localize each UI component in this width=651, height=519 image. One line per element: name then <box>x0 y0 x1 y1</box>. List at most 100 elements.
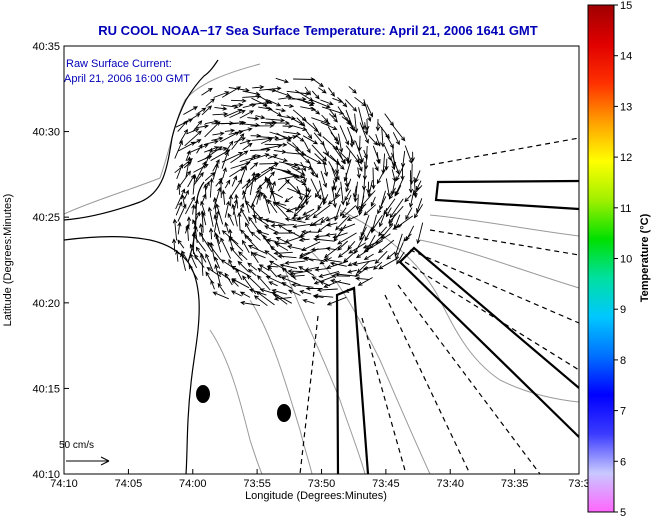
current-vector <box>224 179 231 189</box>
current-vector <box>356 260 370 274</box>
current-vector <box>316 287 338 293</box>
current-vector <box>240 300 261 307</box>
current-vector <box>368 135 379 146</box>
y-tick-label: 40:20 <box>32 298 60 310</box>
current-vector <box>347 261 358 267</box>
current-vector <box>344 172 349 188</box>
current-vector <box>311 168 319 179</box>
current-vector <box>188 264 198 280</box>
current-vector <box>346 269 358 274</box>
current-vector <box>356 154 362 165</box>
current-vector <box>224 200 231 218</box>
current-vector <box>228 130 244 135</box>
current-vector <box>311 90 320 100</box>
current-vector <box>282 131 302 136</box>
current-vector <box>204 181 210 191</box>
current-vector <box>302 153 322 164</box>
current-vector <box>413 204 424 219</box>
current-vector <box>266 238 277 243</box>
current-vector <box>276 273 289 279</box>
current-vector <box>310 98 331 109</box>
current-vectors <box>171 77 424 307</box>
current-vector <box>224 128 236 133</box>
current-vector <box>408 189 415 208</box>
current-vector <box>301 168 307 183</box>
current-vector <box>193 171 204 186</box>
current-vector <box>230 150 249 164</box>
current-vector <box>227 212 235 226</box>
current-vector <box>355 194 360 211</box>
x-tick-label: 74:10 <box>50 478 78 490</box>
current-vector <box>359 226 367 241</box>
annotation-line-2: April 21, 2006 16:00 GMT <box>64 73 190 85</box>
current-vector <box>284 196 294 203</box>
current-vector <box>337 96 348 108</box>
current-vector <box>330 132 339 142</box>
current-vector <box>210 279 215 290</box>
current-vector <box>246 274 262 290</box>
current-vector <box>395 185 402 197</box>
colorbar-label: Temperature (°C) <box>639 213 651 302</box>
current-vector <box>329 109 337 119</box>
current-vector <box>204 172 216 181</box>
current-vector <box>302 100 315 106</box>
colorbar-ticks: 5 6 7 8 9 10 11 12 13 14 15 <box>614 0 632 519</box>
current-vector <box>175 188 186 210</box>
current-vector <box>197 107 207 114</box>
colorbar <box>587 4 615 513</box>
current-vector <box>377 239 395 254</box>
current-vector <box>252 214 269 226</box>
current-vector <box>296 117 306 127</box>
current-vector <box>171 238 177 252</box>
current-vector <box>192 233 206 252</box>
current-vector <box>325 232 337 237</box>
current-vector <box>282 124 293 129</box>
current-vector <box>175 201 183 216</box>
current-vector <box>215 177 223 187</box>
current-vector <box>333 224 347 243</box>
current-vector <box>180 252 187 271</box>
current-vector <box>185 149 191 162</box>
current-vector <box>242 142 253 151</box>
current-vector <box>359 122 369 144</box>
current-vector <box>220 104 239 109</box>
current-vector <box>390 158 396 171</box>
current-vector <box>311 276 321 282</box>
current-vector <box>321 114 329 123</box>
current-vector <box>207 241 222 261</box>
coastline <box>64 59 219 474</box>
current-vector <box>287 269 303 274</box>
current-vector <box>363 149 368 160</box>
current-vector <box>277 179 290 192</box>
current-vector <box>279 263 298 269</box>
current-vector <box>352 259 376 267</box>
current-vector <box>312 122 322 138</box>
radial-dashed-lines <box>299 137 579 474</box>
current-vector <box>228 194 234 207</box>
current-vector <box>331 273 351 279</box>
current-vector <box>205 271 212 281</box>
current-vector <box>378 226 388 237</box>
current-vector <box>247 262 258 271</box>
current-vector <box>281 267 297 281</box>
colorbar-tick-label: 13 <box>620 101 632 113</box>
current-vector <box>213 91 230 98</box>
current-vector <box>275 134 298 141</box>
current-vector <box>385 133 394 149</box>
current-vector <box>221 189 226 205</box>
current-vector <box>405 207 413 221</box>
current-vector <box>346 116 354 131</box>
current-vector <box>303 126 313 140</box>
current-vector <box>391 152 400 175</box>
current-vector <box>296 186 303 201</box>
current-vector <box>403 233 412 242</box>
current-vector <box>355 276 369 281</box>
current-vector <box>177 221 182 235</box>
current-vector <box>277 224 289 232</box>
current-vector <box>322 159 329 177</box>
current-vector <box>200 200 206 215</box>
current-vector <box>310 106 321 115</box>
current-vector <box>302 298 315 304</box>
current-vector <box>394 233 403 257</box>
current-vector <box>194 198 199 209</box>
